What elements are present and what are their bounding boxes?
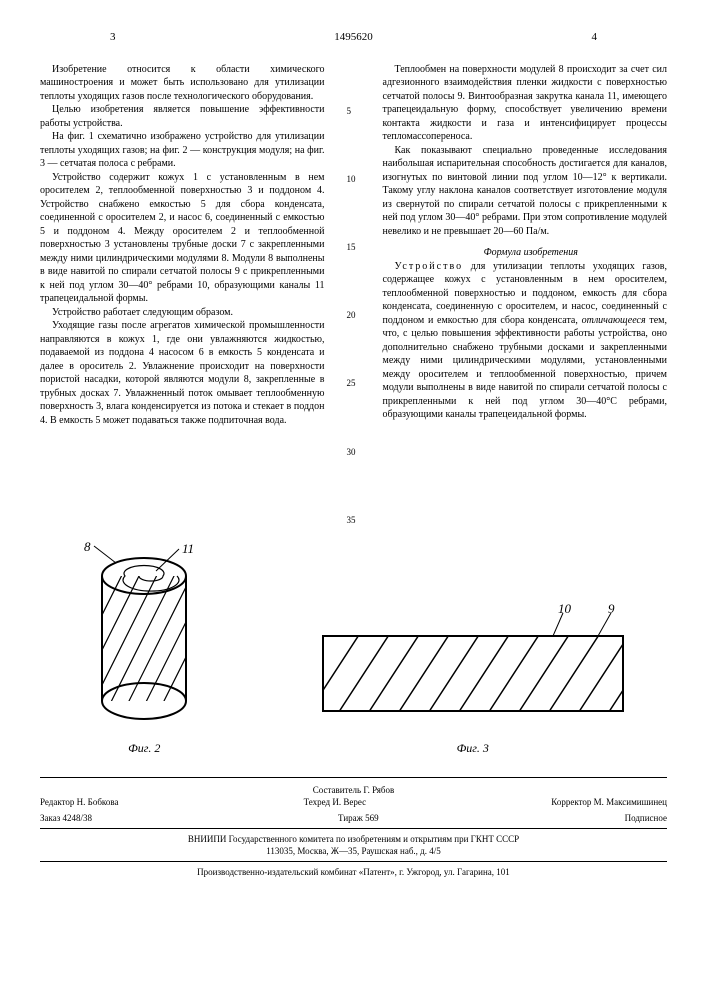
line-num: 15 <box>347 241 361 253</box>
text-columns: Изобретение относится к области химическ… <box>40 63 667 526</box>
paragraph: Устройство работает следующим образом. <box>40 306 325 320</box>
fig3-caption: Фиг. 3 <box>313 740 633 756</box>
paragraph: Теплообмен на поверхности модулей 8 прои… <box>383 63 668 144</box>
line-num: 30 <box>347 446 361 458</box>
footer-compiler: Составитель Г. Рябов <box>40 784 667 796</box>
paragraph: Целью изобретения является повышение эфф… <box>40 103 325 130</box>
paragraph: Уходящие газы после агрегатов химической… <box>40 319 325 427</box>
line-num: 10 <box>347 173 361 185</box>
footer-org1: ВНИИПИ Государственного комитета по изоб… <box>40 833 667 845</box>
page-num-left: 3 <box>110 30 116 45</box>
column-left: Изобретение относится к области химическ… <box>40 63 325 526</box>
footer-order: Заказ 4248/38 <box>40 812 92 824</box>
footer-editor: Редактор Н. Бобкова <box>40 796 118 808</box>
line-num: 5 <box>347 105 361 117</box>
fig2-label-8: 8 <box>84 541 91 554</box>
fig2-svg: 8 11 <box>74 541 214 731</box>
paragraph: Устройство содержит кожух 1 с установлен… <box>40 171 325 306</box>
page-num-right: 4 <box>592 30 598 45</box>
line-numbers: 5 10 15 20 25 30 35 <box>347 63 361 526</box>
column-right: Теплообмен на поверхности модулей 8 прои… <box>383 63 668 526</box>
footer-corrector: Корректор М. Максимишинец <box>551 796 667 808</box>
patent-number: 1495620 <box>334 31 373 43</box>
page-header: 3 1495620 4 <box>40 30 667 45</box>
footer-addr1: 113035, Москва, Ж—35, Раушская наб., д. … <box>40 845 667 857</box>
fig2-label-11: 11 <box>182 541 194 556</box>
figure-3: 10 9 Фиг. 3 <box>313 601 633 757</box>
line-num: 35 <box>347 514 361 526</box>
paragraph: Как показывают специально проведенные ис… <box>383 144 668 239</box>
fig3-svg: 10 9 <box>313 601 633 731</box>
footer-techred: Техред И. Верес <box>304 796 366 808</box>
claim-paragraph: Устройство для утилизации теплоты уходящ… <box>383 260 668 422</box>
fig2-caption: Фиг. 2 <box>74 740 214 756</box>
paragraph: На фиг. 1 схематично изображено устройст… <box>40 130 325 171</box>
figures-row: 8 11 Фиг. 2 10 <box>40 541 667 757</box>
fig3-label-9: 9 <box>608 601 615 616</box>
line-num: 25 <box>347 377 361 389</box>
paragraph: Изобретение относится к области химическ… <box>40 63 325 104</box>
footer: Составитель Г. Рябов Редактор Н. Бобкова… <box>40 777 667 879</box>
fig3-label-10: 10 <box>558 601 572 616</box>
footer-subscription: Подписное <box>625 812 667 824</box>
figure-2: 8 11 Фиг. 2 <box>74 541 214 757</box>
footer-circulation: Тираж 569 <box>338 812 379 824</box>
claim-lead: Устройство <box>395 261 464 272</box>
footer-org2: Производственно-издательский комбинат «П… <box>40 866 667 878</box>
line-num: 20 <box>347 309 361 321</box>
claim-body: для утилизации теплоты уходящих газов, с… <box>383 261 668 421</box>
formula-title: Формула изобретения <box>383 246 668 260</box>
